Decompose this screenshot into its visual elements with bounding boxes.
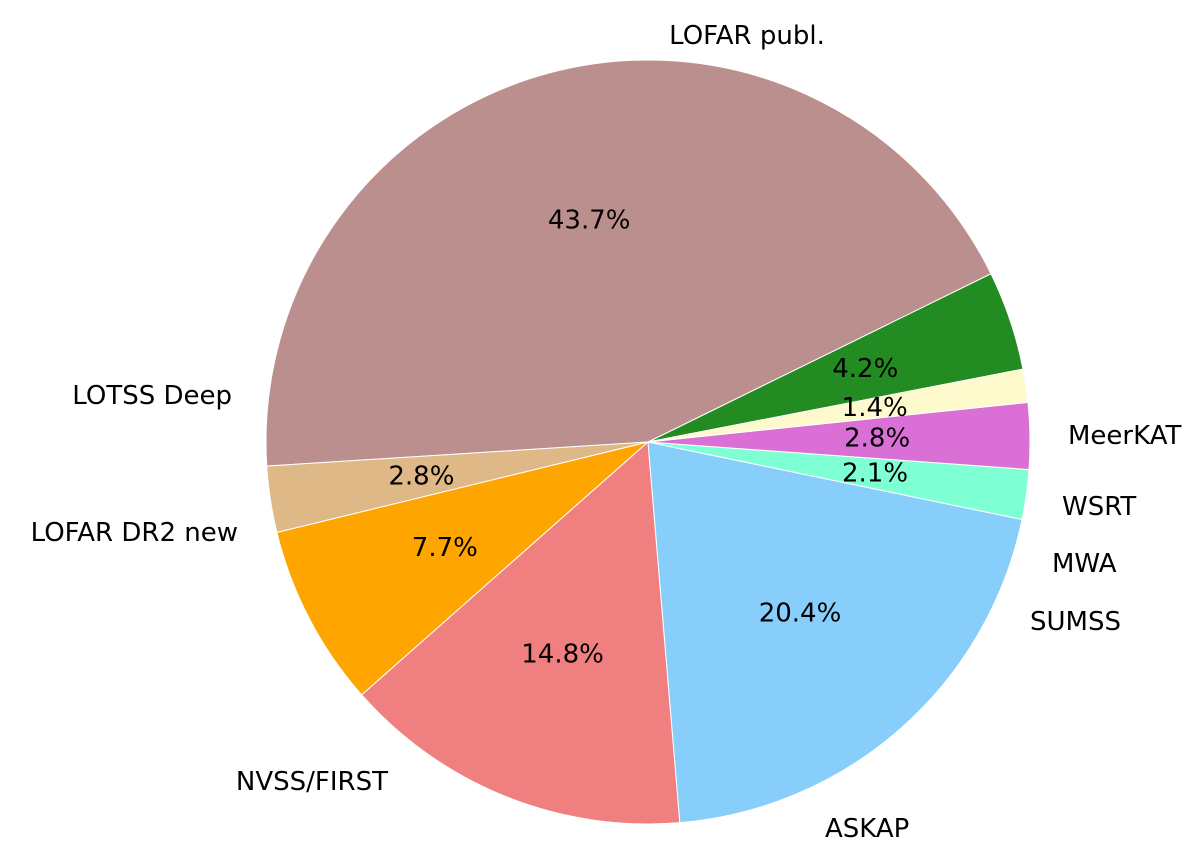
- category-label-lofar-dr2-new: LOFAR DR2 new: [31, 518, 238, 548]
- pct-label-wsrt: 1.4%: [842, 393, 908, 423]
- percentage-labels: 4.2%43.7%2.8%7.7%14.8%20.4%2.1%2.8%1.4%: [388, 205, 910, 669]
- category-label-askap: ASKAP: [825, 814, 909, 844]
- pct-label-lofar-dr2-new: 7.7%: [412, 533, 478, 563]
- pct-label-lotss-deep: 2.8%: [388, 462, 454, 492]
- pie-slice-nvss-first: [360, 440, 681, 825]
- pct-label-lofar-publ: 43.7%: [548, 205, 631, 235]
- pct-label-meerkat: 4.2%: [832, 354, 898, 384]
- pie-slice-askap: [647, 441, 1023, 824]
- pie-slice-wsrt: [647, 368, 1029, 443]
- pie-slices: [265, 59, 1031, 825]
- pct-label-nvss-first: 14.8%: [521, 640, 604, 670]
- category-label-lotss-deep: LOTSS Deep: [72, 381, 232, 411]
- category-label-sumss: SUMSS: [1030, 607, 1121, 637]
- pct-label-sumss: 2.1%: [842, 459, 908, 489]
- category-label-nvss-first: NVSS/FIRST: [236, 767, 388, 797]
- pie-slice-lofar-publ: [265, 59, 992, 467]
- category-label-meerkat: MeerKAT: [1068, 421, 1181, 451]
- pct-label-askap: 20.4%: [759, 599, 842, 629]
- category-label-mwa: MWA: [1052, 549, 1117, 579]
- category-labels: MeerKAT LOFAR publ. LOTSS Deep LOFAR DR2 ne…: [31, 21, 1182, 844]
- pct-label-mwa: 2.8%: [844, 423, 910, 453]
- category-label-lofar-publ: LOFAR publ.: [669, 21, 825, 51]
- category-label-wsrt: WSRT: [1062, 492, 1136, 522]
- pie-slice-lofar-dr2-new: [276, 441, 649, 696]
